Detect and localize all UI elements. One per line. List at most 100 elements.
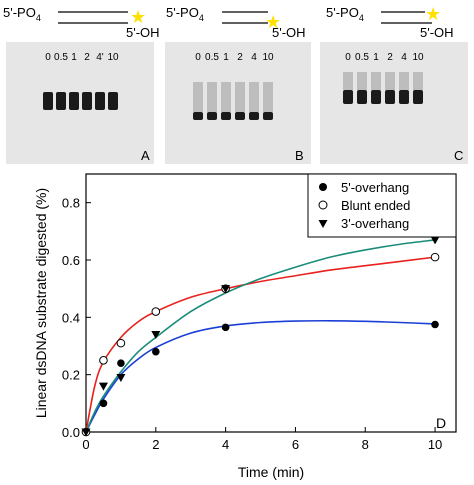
lane-smear <box>413 72 423 90</box>
point-blunt-ended <box>430 252 440 262</box>
fit-curve <box>85 319 436 433</box>
fit-curve <box>85 256 436 433</box>
point-5-overhang <box>152 347 160 356</box>
gel-band <box>95 92 105 110</box>
gel-lanes: 0 0.5 1 2 4' 10 0 0.5 1 2 4 10 0 0.5 1 2 4 10 <box>43 52 424 120</box>
x-tick-label: 4 <box>222 437 229 452</box>
legend-label: 5'-overhang <box>341 180 409 195</box>
point-5-overhang <box>221 323 230 332</box>
label-star-icon: ★ <box>425 4 441 24</box>
gel-band <box>399 90 409 104</box>
lane-label: 10 <box>262 52 274 63</box>
gel-band <box>56 92 66 110</box>
gel-band <box>357 90 367 104</box>
y-tick-label: 0.4 <box>62 310 80 325</box>
gel-band <box>221 112 231 120</box>
lane-label: 2 <box>84 52 90 63</box>
substrate-diagram-a: 5'-PO4 ★ 5'-OH <box>3 5 160 40</box>
point-5-overhang <box>431 320 439 329</box>
point-3-overhang <box>151 331 161 340</box>
lane-smear <box>357 72 367 90</box>
fit-curve <box>85 239 436 433</box>
label-star-icon: ★ <box>265 12 281 32</box>
lane-label: 4 <box>401 52 407 63</box>
point-3-overhang <box>221 285 231 294</box>
label-star-icon: ★ <box>130 7 146 27</box>
y-axis-label: Linear dsDNA substrate digested (%) <box>33 188 49 418</box>
point-blunt-ended <box>151 307 161 316</box>
lane-smear <box>371 72 381 90</box>
y-tick-label: 0.2 <box>62 368 80 383</box>
x-tick-label: 8 <box>362 437 369 452</box>
lane-label: 0.5 <box>54 52 68 63</box>
gel-band <box>207 112 217 120</box>
legend: 5'-overhang Blunt ended 3'-overhang <box>307 173 457 238</box>
legend-label: Blunt ended <box>341 198 410 213</box>
lane-label: 1 <box>71 52 77 63</box>
legend-box <box>307 173 457 238</box>
lane-label: 1 <box>373 52 379 63</box>
lane-smear <box>249 82 259 112</box>
gel-band <box>235 112 245 120</box>
point-3-overhang <box>430 236 440 245</box>
lane-label: 2 <box>387 52 393 63</box>
top-strand-label: 5'-PO4 <box>3 5 41 23</box>
point-3-overhang <box>116 374 126 383</box>
y-tick-label: 0.6 <box>62 253 80 268</box>
lane-label: 4' <box>96 52 104 63</box>
x-tick-label: 6 <box>292 437 299 452</box>
lane-label: 0.5 <box>355 52 369 63</box>
point-5-overhang <box>117 359 125 368</box>
point-blunt-ended <box>99 356 108 365</box>
plot-frame <box>85 173 457 433</box>
lane-smear <box>263 82 273 112</box>
lane-smear <box>399 72 409 90</box>
panel-letter: B <box>295 148 304 163</box>
point-5-overhang <box>99 399 108 408</box>
legend-label: 3'-overhang <box>341 216 409 231</box>
lane-label: 1 <box>223 52 229 63</box>
lane-label: 10 <box>107 52 119 63</box>
x-tick-label: 2 <box>152 437 159 452</box>
bottom-strand-label: 5'-OH <box>272 25 306 40</box>
data-points <box>81 236 440 437</box>
chart-d: 0 2 4 6 8 10 0.0 0.2 0.4 0.6 0.8 Time (min) Linear… <box>33 173 457 480</box>
panel-letter: D <box>436 415 446 431</box>
top-strand-label: 5'-PO4 <box>166 5 204 23</box>
gel-band <box>249 112 259 120</box>
lane-smear <box>235 82 245 112</box>
x-tick-label: 10 <box>428 437 442 452</box>
gel-panel-a: A <box>6 42 154 164</box>
lane-smear <box>193 82 203 112</box>
point-blunt-ended <box>116 338 126 348</box>
gel-band <box>193 112 203 120</box>
gel-background <box>6 42 154 164</box>
lane-smear <box>207 82 217 112</box>
gel-band <box>69 92 79 110</box>
gel-band <box>413 90 423 104</box>
x-axis-label: Time (min) <box>238 464 304 480</box>
fit-curves <box>85 239 436 433</box>
lane-label: 0 <box>45 52 51 63</box>
legend-marker-filled-circle <box>319 183 327 191</box>
gel-band <box>43 92 53 110</box>
y-tick-label: 0.8 <box>62 196 80 211</box>
panel-letter: A <box>141 148 150 163</box>
lane-label: 4 <box>251 52 257 63</box>
lane-label: 0 <box>345 52 351 63</box>
lane-label: 10 <box>412 52 424 63</box>
gel-band <box>263 112 273 120</box>
point-3-overhang <box>98 382 108 391</box>
gel-band <box>371 90 381 104</box>
bottom-strand-label: 5'-OH <box>420 25 454 40</box>
x-tick-label: 0 <box>82 437 89 452</box>
lane-smear <box>221 82 231 112</box>
lane-label: 0 <box>195 52 201 63</box>
substrate-diagram-b: 5'-PO4 ★ 5'-OH <box>166 5 306 40</box>
substrate-diagram-c: 5'-PO4 ★ 5'-OH <box>326 4 454 40</box>
legend-marker-open-circle <box>318 200 328 210</box>
lane-smear <box>385 72 395 90</box>
panel-letter: C <box>454 148 463 163</box>
lane-label: 0.5 <box>205 52 219 63</box>
lane-smear <box>343 72 353 90</box>
